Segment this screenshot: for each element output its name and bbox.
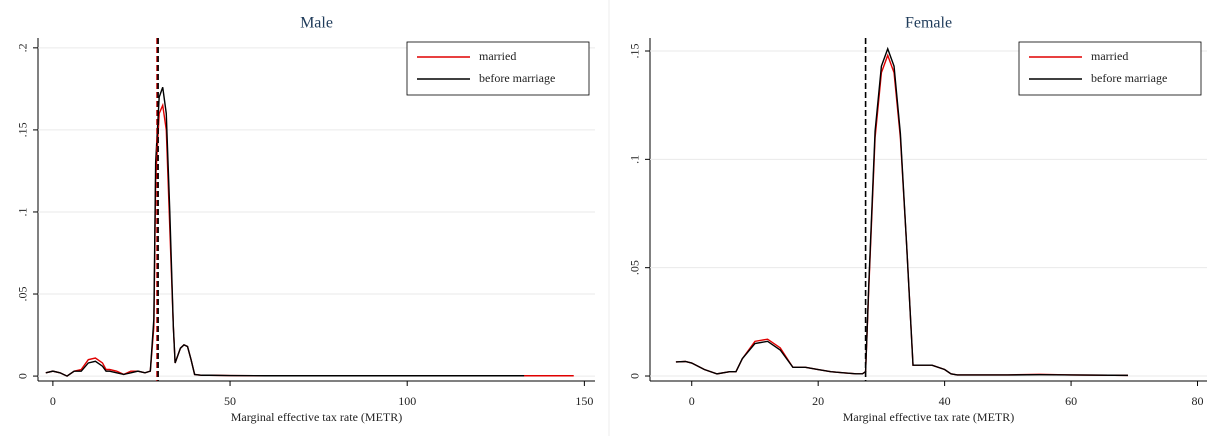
series-line xyxy=(45,86,525,377)
legend-box xyxy=(1018,41,1202,96)
x-axis-label: Marginal effective tax rate (METR) xyxy=(843,410,1015,424)
y-tick-label: .1 xyxy=(628,155,642,164)
series-line xyxy=(675,53,1128,377)
legend-label: before marriage xyxy=(1091,71,1167,85)
legend-label: married xyxy=(1091,49,1128,63)
x-tick-label: 20 xyxy=(812,394,824,408)
chart-title: Female xyxy=(905,15,952,32)
x-tick-label: 100 xyxy=(398,394,416,408)
x-tick-label: 60 xyxy=(1065,394,1077,408)
y-tick-label: 0 xyxy=(628,373,642,379)
legend-label: before marriage xyxy=(479,71,555,85)
x-tick-label: 0 xyxy=(50,394,56,408)
x-tick-label: 150 xyxy=(575,394,593,408)
y-tick-label: .05 xyxy=(628,260,642,275)
chart-title: Male xyxy=(300,15,333,32)
x-tick-label: 40 xyxy=(939,394,951,408)
y-tick-label: .1 xyxy=(16,207,30,216)
y-tick-label: .15 xyxy=(16,122,30,137)
y-tick-label: .2 xyxy=(16,43,30,52)
series-line xyxy=(675,46,1128,377)
y-tick-label: .15 xyxy=(628,44,642,59)
x-tick-label: 50 xyxy=(224,394,236,408)
x-axis-label: Marginal effective tax rate (METR) xyxy=(231,410,403,424)
chart-panel: Male Marginal effective tax rate (METR) 0.… xyxy=(16,15,595,424)
x-tick-label: 80 xyxy=(1192,394,1204,408)
legend-box xyxy=(406,41,590,96)
x-tick-label: 0 xyxy=(689,394,695,408)
series-line xyxy=(45,102,574,377)
y-tick-label: 0 xyxy=(16,373,30,379)
y-tick-label: .05 xyxy=(16,287,30,302)
chart-panel: Female Marginal effective tax rate (METR)… xyxy=(628,15,1207,424)
legend-label: married xyxy=(479,49,516,63)
